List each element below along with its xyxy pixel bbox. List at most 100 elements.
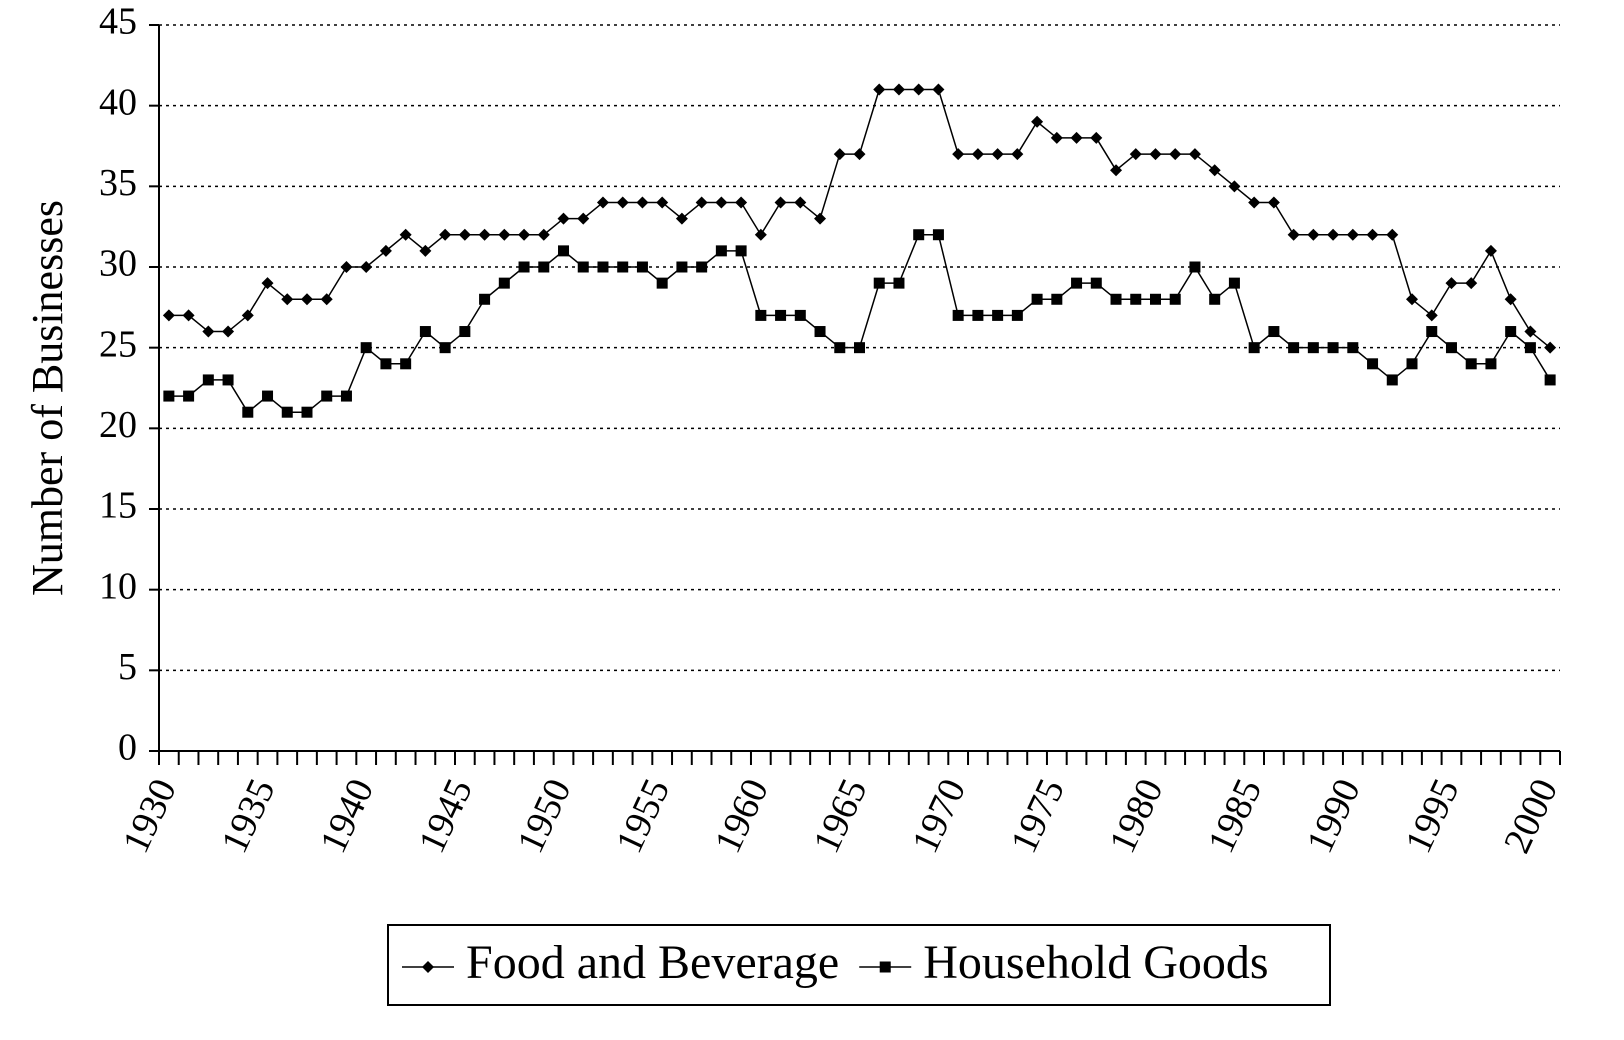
point: [202, 374, 214, 386]
point: [715, 196, 728, 209]
point: [1070, 131, 1083, 144]
legend: Food and Beverage Household Goods: [387, 924, 1331, 1006]
x-tick-label: 1945: [411, 773, 481, 860]
point: [1110, 164, 1123, 177]
point: [202, 325, 215, 338]
point: [617, 261, 629, 273]
point: [1465, 277, 1478, 290]
point: [675, 212, 688, 225]
x-tick-label: 1965: [805, 773, 875, 860]
point: [340, 390, 352, 402]
point: [834, 342, 846, 354]
point: [1544, 341, 1557, 354]
point: [636, 196, 649, 209]
point: [597, 261, 609, 273]
point: [281, 293, 294, 306]
point: [1011, 148, 1024, 161]
point: [479, 293, 491, 305]
point: [458, 228, 471, 241]
point: [596, 196, 609, 209]
point: [873, 277, 885, 289]
point: [439, 228, 452, 241]
point: [1268, 326, 1280, 338]
y-tick-label: 40: [99, 81, 137, 123]
y-tick-label: 35: [99, 162, 137, 204]
point: [1386, 228, 1399, 241]
point: [794, 309, 806, 321]
point: [616, 196, 629, 209]
point: [754, 228, 767, 241]
point: [222, 374, 234, 386]
point: [419, 244, 432, 257]
point: [715, 245, 727, 257]
point: [1445, 342, 1457, 354]
point: [1367, 358, 1379, 370]
point: [538, 261, 550, 273]
x-tick-label: 1975: [1003, 773, 1073, 860]
point: [814, 326, 826, 338]
point: [1386, 374, 1398, 386]
point: [399, 228, 412, 241]
point: [1406, 358, 1418, 370]
series-line: [168, 233, 1551, 414]
point: [1346, 228, 1359, 241]
x-tick-label: 2000: [1496, 773, 1566, 860]
y-tick-label: 0: [118, 727, 137, 769]
point: [439, 342, 451, 354]
y-tick-label: 30: [99, 243, 137, 285]
y-tick-label: 15: [99, 485, 137, 527]
point: [1307, 228, 1320, 241]
point: [162, 309, 175, 322]
point: [1327, 228, 1340, 241]
x-tick-label: 1935: [213, 773, 283, 860]
point: [1208, 164, 1221, 177]
point: [1347, 342, 1359, 354]
point: [558, 245, 570, 257]
point: [1485, 358, 1497, 370]
point: [380, 358, 392, 370]
point: [1051, 293, 1063, 305]
point: [794, 196, 807, 209]
point: [537, 228, 550, 241]
y-tick-label: 20: [99, 404, 137, 446]
point: [1307, 342, 1319, 354]
point: [459, 326, 471, 338]
point: [656, 277, 668, 289]
point: [498, 277, 510, 289]
point: [833, 148, 846, 161]
point: [1090, 277, 1102, 289]
point: [577, 212, 590, 225]
point: [478, 228, 491, 241]
point: [1426, 326, 1438, 338]
point: [735, 196, 748, 209]
point: [182, 309, 195, 322]
x-tick-label: 1985: [1200, 773, 1270, 860]
point: [992, 309, 1004, 321]
point: [775, 309, 787, 321]
x-tick-label: 1940: [312, 773, 382, 860]
point: [1011, 309, 1023, 321]
y-tick-label: 25: [99, 323, 137, 365]
point: [379, 244, 392, 257]
point: [1228, 277, 1240, 289]
point: [301, 406, 313, 418]
point: [498, 228, 511, 241]
point: [1149, 148, 1162, 161]
x-tick-label: 1950: [509, 773, 579, 860]
y-tick-label: 45: [99, 1, 137, 43]
point: [1209, 293, 1221, 305]
point: [1327, 342, 1339, 354]
point: [853, 148, 866, 161]
x-tick-label: 1995: [1397, 773, 1467, 860]
point: [261, 277, 274, 290]
x-tick-label: 1930: [115, 773, 185, 860]
point: [1248, 196, 1261, 209]
point: [163, 390, 175, 402]
legend-label: Household Goods: [923, 936, 1268, 989]
x-tick-label: 1970: [904, 773, 974, 860]
point: [242, 406, 254, 418]
point: [281, 406, 293, 418]
point: [656, 196, 669, 209]
point: [419, 326, 431, 338]
point: [1188, 148, 1201, 161]
